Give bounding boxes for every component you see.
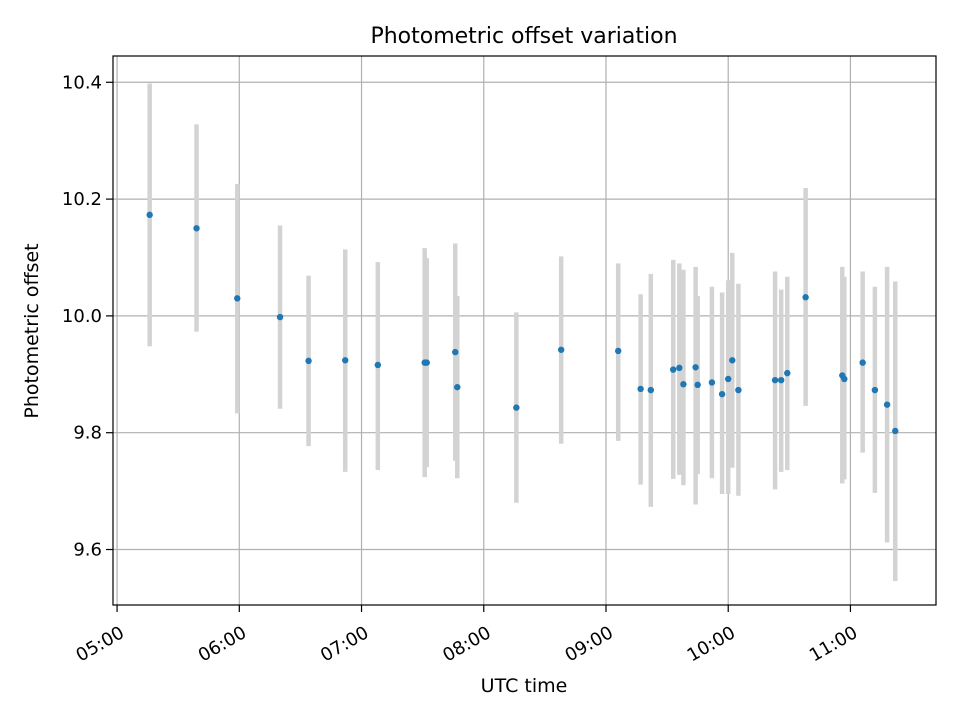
data-point [276, 313, 284, 321]
data-point [557, 346, 565, 353]
data-point [735, 386, 742, 394]
data-point [871, 386, 879, 394]
data-point [513, 404, 520, 411]
data-point [680, 381, 687, 388]
data-point [883, 401, 891, 408]
data-point [454, 383, 461, 391]
data-point [676, 364, 683, 372]
data-point [718, 390, 726, 398]
y-tick-label: 10.2 [62, 189, 102, 210]
data-point [729, 357, 736, 364]
data-point [670, 366, 677, 373]
data-point [193, 225, 200, 232]
data-point [841, 375, 848, 383]
data-point [802, 294, 809, 301]
data-point [892, 427, 899, 435]
y-axis-ticks: 9.6 9.8 10.0 10.2 10.4 [62, 72, 113, 561]
y-axis-label: Photometric offset [21, 243, 43, 418]
data-point [146, 211, 153, 219]
data-point [423, 359, 430, 366]
y-tick-label: 9.6 [73, 540, 102, 561]
data-point [784, 369, 791, 377]
data-points [146, 211, 899, 435]
data-point [694, 381, 701, 389]
data-point [859, 359, 866, 366]
y-tick-label: 10.4 [62, 72, 102, 93]
data-point [374, 361, 382, 369]
data-point [692, 364, 699, 371]
x-axis-label: UTC time [481, 675, 568, 697]
data-point [234, 295, 241, 302]
data-point [777, 376, 785, 384]
data-point [771, 376, 779, 384]
data-point [615, 347, 622, 355]
plot-frame [112, 55, 937, 606]
data-point [725, 375, 732, 383]
data-point [647, 386, 655, 394]
chart-title: Photometric offset variation [370, 24, 677, 49]
y-tick-label: 10.0 [62, 306, 102, 327]
data-point [452, 348, 459, 356]
y-tick-label: 9.8 [73, 423, 102, 444]
data-point [342, 357, 349, 364]
data-point [305, 357, 312, 365]
data-point [637, 385, 644, 393]
data-point [708, 379, 716, 386]
